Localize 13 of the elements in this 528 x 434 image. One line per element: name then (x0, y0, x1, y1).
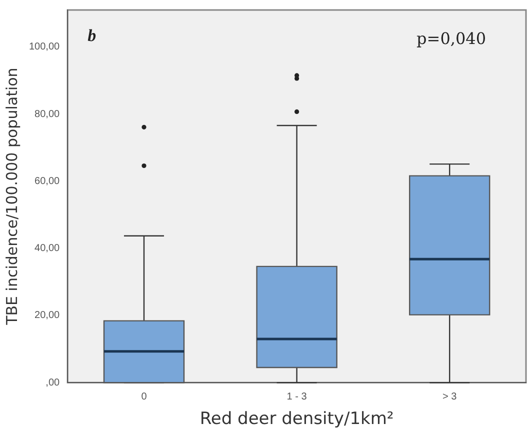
x-tick-label: 0 (141, 391, 148, 402)
x-tick-label: 1 - 3 (286, 391, 308, 402)
x-tick-label: > 3 (442, 391, 458, 402)
y-tick-label: ,00 (46, 377, 60, 388)
x-axis-title: Red deer density/1km² (200, 409, 394, 430)
y-axis-title: TBE incidence/100.000 population (2, 68, 21, 326)
annotation: b (88, 26, 96, 45)
annotation: p=0,040 (416, 29, 486, 48)
y-tick-label: 100,00 (28, 42, 60, 53)
y-tick-label: 20,00 (34, 310, 60, 322)
y-tick-label: 60,00 (34, 176, 60, 187)
y-tick-label: 40,00 (34, 243, 60, 254)
y-tick-label: 80,00 (34, 108, 60, 120)
